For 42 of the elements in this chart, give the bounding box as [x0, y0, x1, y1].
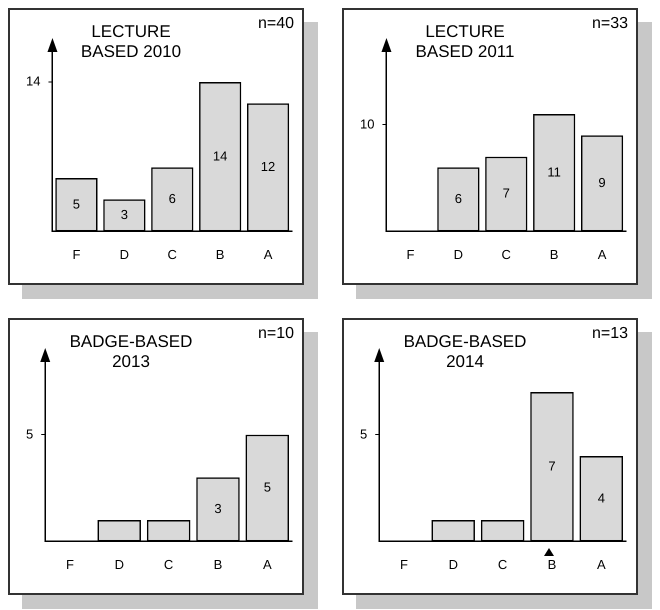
- text: n=13: [592, 325, 628, 343]
- x-tick-label: D: [114, 556, 124, 572]
- data-label: 14: [212, 148, 228, 164]
- x-tick-label: A: [262, 556, 272, 572]
- data-label: 11: [547, 164, 561, 180]
- x-tick-label: B: [550, 246, 558, 262]
- x-tick-label: D: [120, 246, 130, 262]
- x-tick-label: B: [548, 556, 556, 572]
- x-tick-label: F: [72, 246, 80, 262]
- x-tick-label: D: [454, 246, 464, 262]
- chart-title: BADGE-BASED 2014: [402, 332, 528, 372]
- text: n=40: [258, 15, 294, 33]
- data-label: 12: [260, 158, 276, 174]
- data-label: 5: [264, 480, 271, 495]
- x-tick-label: D: [448, 556, 458, 572]
- x-tick-label: C: [498, 556, 508, 572]
- data-label: 9: [598, 174, 606, 190]
- chart-title: LECTURE BASED 2010: [80, 22, 182, 62]
- text: n=10: [258, 325, 294, 343]
- data-label: 6: [454, 190, 462, 206]
- data-label: 3: [120, 206, 128, 222]
- x-tick-label: F: [66, 556, 74, 572]
- x-tick-label: B: [214, 556, 222, 572]
- x-tick-label: F: [406, 246, 414, 262]
- y-tick-label: 10: [360, 116, 374, 132]
- x-tick-label: C: [164, 556, 174, 572]
- data-label: 3: [214, 500, 222, 516]
- x-tick-label: C: [168, 246, 177, 262]
- x-tick-label: C: [502, 246, 511, 262]
- data-label: 7: [548, 458, 556, 474]
- data-label: 5: [72, 196, 80, 212]
- data-label: 7: [502, 186, 510, 201]
- x-tick-label: A: [596, 556, 606, 572]
- data-label: 6: [168, 190, 176, 206]
- chart-title: BADGE-BASED 2013: [68, 332, 194, 372]
- text: n=33: [592, 15, 628, 33]
- x-tick-label: F: [400, 556, 408, 572]
- x-tick-label: B: [216, 246, 224, 262]
- data-label: 4: [598, 490, 605, 506]
- x-tick-label: A: [264, 246, 273, 262]
- chart-title: LECTURE BASED 2011: [414, 22, 516, 62]
- x-tick-label: A: [598, 246, 607, 262]
